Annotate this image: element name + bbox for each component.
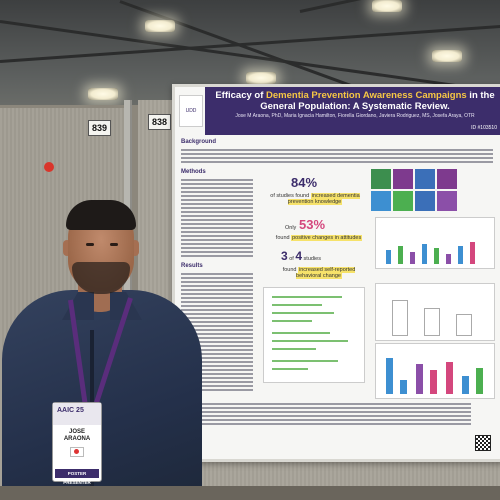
results-text [181, 273, 253, 393]
stat-attitudes-prefix: Only [285, 225, 297, 231]
chart-bar [446, 254, 451, 264]
chart-bar [434, 248, 439, 264]
chart-bar [416, 364, 423, 394]
poster-id: ID #103510 [471, 125, 497, 131]
infographic-tile [393, 169, 413, 189]
chart-bar [446, 362, 453, 394]
infographic-tile [371, 169, 391, 189]
left-poster-board [0, 108, 130, 500]
poster-authors: Jose M Araona, PhD, Maria Ignacia Hamilt… [235, 113, 475, 119]
stat-attitudes-value: 53% [299, 217, 326, 232]
chart-bar [458, 246, 463, 264]
chart-bar [386, 250, 391, 264]
chart-hbar [272, 320, 312, 322]
chart-hbar [272, 348, 316, 350]
section-methods: Methods [181, 169, 206, 175]
ceiling-lamp [145, 20, 175, 32]
ceiling-lamp [372, 0, 402, 12]
stat-knowledge-value: 84% [291, 175, 318, 190]
chart-hbar [272, 360, 338, 362]
infographic-tile [415, 191, 435, 211]
floor [0, 486, 500, 500]
poster-title: Efficacy of Dementia Prevention Awarenes… [215, 90, 495, 112]
booth-number-left: 839 [88, 120, 112, 136]
qr-code [475, 435, 491, 451]
chart-bar [456, 314, 472, 336]
research-poster: UDD Efficacy of Dementia Prevention Awar… [172, 84, 500, 462]
ceiling-lamp [432, 50, 462, 62]
stat-behavior-text: found increased self-reported behavioral… [282, 267, 356, 279]
red-sticker [44, 162, 54, 172]
booth-number-right: 838 [148, 114, 172, 130]
booth-pole [124, 100, 132, 500]
chart-bar [410, 252, 415, 264]
chart-bar [398, 246, 403, 264]
stat-behavior-count: 3 of 4 studies [281, 249, 321, 263]
infographic-tile [393, 191, 413, 211]
stat-attitudes-text: found positive changes in attitudes [275, 235, 363, 241]
section-results: Results [181, 263, 203, 269]
stat-knowledge-text: of studies found increased dementia prev… [270, 193, 360, 205]
background-text [181, 149, 493, 165]
ceiling-lamp [88, 88, 118, 100]
chart-hbar [272, 340, 348, 342]
poster-header: Efficacy of Dementia Prevention Awarenes… [205, 87, 500, 135]
chart-table-2 [375, 217, 495, 269]
chart-bar [430, 370, 437, 394]
chart-hbar [272, 304, 322, 306]
methods-text [181, 179, 253, 259]
chart-bar [424, 308, 440, 336]
chart-hbar [272, 332, 330, 334]
infographic-tile [437, 191, 457, 211]
section-background: Background [181, 139, 217, 145]
chart-bar [400, 380, 407, 394]
chart-table-3 [375, 283, 495, 341]
chart-hbar [272, 312, 334, 314]
chart-bar [422, 244, 427, 264]
chart-bar [476, 368, 483, 394]
chart-bar [392, 300, 408, 336]
chart-hbar [272, 296, 342, 298]
chart-bar [386, 358, 393, 394]
infographic-tile [371, 191, 391, 211]
infographic-tile [437, 169, 457, 189]
university-logo: UDD [179, 95, 203, 127]
chart-table-4 [375, 343, 495, 399]
chart-outcomes-horizontal [263, 287, 365, 383]
chart-bar [462, 376, 469, 394]
chart-hbar [272, 368, 308, 370]
conclusions-text [181, 403, 471, 427]
chart-bar [470, 242, 475, 264]
ceiling-lamp [246, 72, 276, 84]
infographic-tile [415, 169, 435, 189]
